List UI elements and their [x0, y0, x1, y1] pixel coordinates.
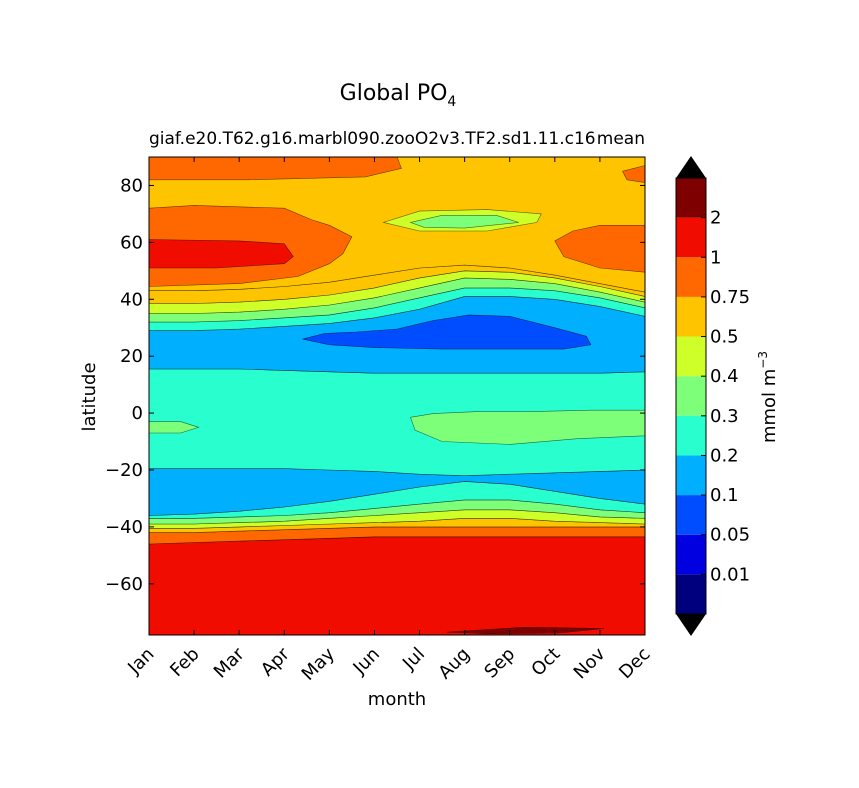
blob-equatorial: [410, 409, 645, 445]
colorbar-tick-label: 0.01: [710, 564, 750, 585]
chart-subtitle-right: mean: [597, 129, 645, 149]
x-tick-label: May: [298, 643, 339, 684]
blob-ne-high: [554, 225, 645, 273]
x-tick-label: Mar: [210, 643, 249, 682]
y-tick-label: 60: [120, 232, 143, 253]
x-tick-label: Jul: [398, 644, 429, 675]
blob-arctic-core: [409, 215, 519, 229]
blob-nw-very-high: [149, 239, 294, 269]
x-tick-label: Nov: [570, 643, 610, 683]
y-axis-label: latitude: [79, 362, 100, 431]
colorbar-frame: [675, 177, 707, 615]
colorbar-tick-label: 0.3: [710, 406, 739, 427]
plot-frame: [148, 156, 646, 636]
chart-title: Global PO4: [340, 81, 457, 110]
colorbar-segment: [676, 336, 706, 377]
colorbar-tick-label: 0.5: [710, 327, 739, 348]
x-axis-label: month: [368, 689, 426, 710]
y-tick-label: −60: [105, 574, 143, 595]
y-tick-label: −20: [105, 460, 143, 481]
x-tick-label: Aug: [434, 644, 474, 684]
colorbar-extend-max: [676, 156, 706, 178]
colorbar-segment: [676, 376, 706, 416]
colorbar-segment: [676, 178, 706, 218]
colorbar-label: mmol m−3: [756, 351, 780, 443]
colorbar-segment: [676, 296, 706, 337]
colorbar-segment: [676, 217, 706, 258]
y-tick-label: 20: [120, 346, 143, 367]
x-tick-label: Feb: [166, 644, 203, 681]
x-tick-label: Oct: [527, 644, 564, 681]
y-axis: 80 60 40 20 0 −20 −40 −60: [105, 175, 645, 595]
blob-west-equatorial: [149, 421, 200, 434]
x-tick-label: Jan: [123, 644, 158, 679]
colorbar-tick-label: 0.4: [710, 366, 739, 387]
band-south-1-2: [149, 536, 645, 635]
y-tick-label: 80: [120, 175, 143, 196]
x-tick-label: Sep: [480, 644, 519, 683]
colorbar-segment: [676, 257, 706, 297]
blob-ne-arctic: [622, 165, 645, 183]
chart-subtitle-left: giaf.e20.T62.g16.marbl090.zooO2v3.TF2.sd…: [149, 129, 596, 149]
blob-south-max: [446, 626, 605, 634]
colorbar-tick-label: 2: [710, 208, 721, 229]
x-tick-label: Apr: [257, 643, 294, 680]
colorbar-tick-label: 0.1: [710, 485, 739, 506]
y-tick-label: −40: [105, 517, 143, 538]
colorbar-tick-label: 0.05: [710, 525, 750, 546]
colorbar: 0.01 0.05 0.1 0.2 0.3 0.4 0.5 0.75 1 2: [675, 156, 750, 636]
contour-fill: [149, 157, 645, 635]
colorbar-tick-label: 0.2: [710, 445, 739, 466]
y-tick-label: 0: [132, 403, 143, 424]
colorbar-segment: [676, 534, 706, 575]
x-tick-label: Jun: [349, 644, 384, 679]
colorbar-segment: [676, 455, 706, 496]
colorbar-segment: [676, 415, 706, 456]
blob-arctic-high: [149, 157, 402, 181]
colorbar-tick-label: 1: [710, 247, 721, 268]
colorbar-segment: [676, 574, 706, 614]
colorbar-extend-min: [676, 614, 706, 636]
colorbar-segment: [676, 495, 706, 535]
x-tick-label: Dec: [615, 644, 654, 683]
y-tick-label: 40: [120, 289, 143, 310]
colorbar-tick-label: 0.75: [710, 287, 750, 308]
blob-gyre-low: [302, 314, 592, 350]
